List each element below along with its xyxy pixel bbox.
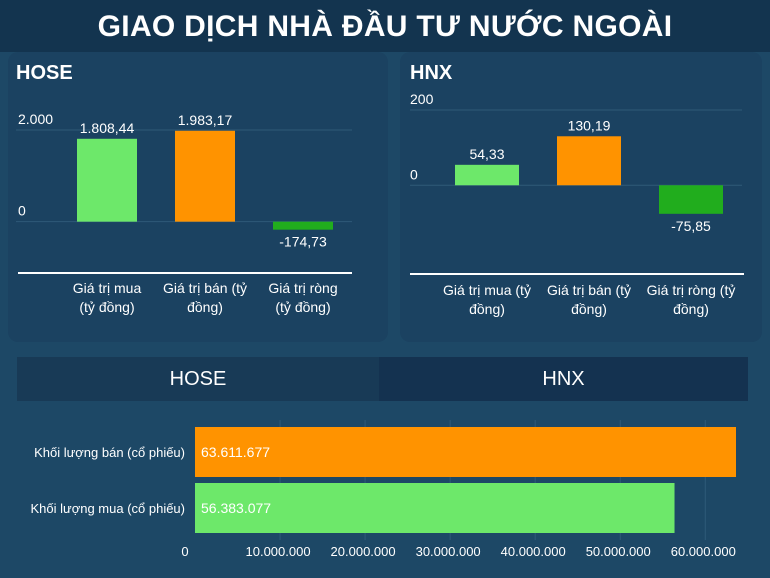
hnx-value-label: 130,19 xyxy=(568,117,611,133)
hnx-category-label: đồng) xyxy=(673,301,709,317)
hnx-category-label: Giá trị mua (tỷ xyxy=(443,282,531,298)
volume-xtick-label: 10.000.000 xyxy=(246,544,311,559)
hose-ytick-label: 2.000 xyxy=(18,111,53,127)
hnx-category-label: đồng) xyxy=(571,301,607,317)
hose-value-label: 1.983,17 xyxy=(178,112,233,128)
hnx-category-label: đồng) xyxy=(469,301,505,317)
volume-category-label: Khối lượng mua (cổ phiếu) xyxy=(30,501,185,516)
hnx-category-label: Giá trị ròng (tỷ xyxy=(647,282,736,298)
page-title: GIAO DỊCH NHÀ ĐẦU TƯ NƯỚC NGOÀI xyxy=(97,10,673,43)
hnx-value-label: -75,85 xyxy=(671,218,711,234)
hose-bar xyxy=(77,138,137,222)
volume-xtick-label: 60.000.000 xyxy=(671,544,736,559)
volume-category-label: Khối lượng bán (cổ phiếu) xyxy=(34,445,185,460)
hose-category-label: (tỷ đồng) xyxy=(79,299,134,315)
hose-category-label: (tỷ đồng) xyxy=(275,299,330,315)
tab-hnx[interactable]: HNX xyxy=(379,357,748,401)
volume-xtick-label: 30.000.000 xyxy=(416,544,481,559)
hnx-bar xyxy=(659,185,723,214)
hnx-value-label: 54,33 xyxy=(469,146,504,162)
hose-bar xyxy=(273,221,333,230)
title-band xyxy=(0,0,770,52)
hose-value-label: -174,73 xyxy=(279,234,327,250)
hose-chart-title: HOSE xyxy=(16,62,73,84)
hnx-ytick-label: 200 xyxy=(410,91,434,107)
exchange-tabs: HOSE HNX xyxy=(17,357,748,401)
volume-xtick-label: 40.000.000 xyxy=(501,544,566,559)
hose-category-label: đồng) xyxy=(187,299,223,315)
volume-xtick-label: 0 xyxy=(181,544,188,559)
hose-category-label: Giá trị mua xyxy=(73,280,142,296)
hnx-bar xyxy=(455,164,519,186)
hnx-chart-title: HNX xyxy=(410,62,453,84)
tab-hose[interactable]: HOSE xyxy=(17,357,379,401)
hose-category-label: Giá trị bán (tỷ xyxy=(163,280,247,296)
volume-value-label: 56.383.077 xyxy=(201,500,271,516)
hose-value-label: 1.808,44 xyxy=(80,120,135,136)
volume-xtick-label: 20.000.000 xyxy=(331,544,396,559)
hose-bar xyxy=(175,130,235,222)
volume-bar xyxy=(195,427,736,477)
hose-ytick-label: 0 xyxy=(18,203,26,219)
hnx-ytick-label: 0 xyxy=(410,166,418,182)
volume-bar xyxy=(195,483,675,533)
hose-category-label: Giá trị ròng xyxy=(268,280,337,296)
volume-value-label: 63.611.677 xyxy=(201,444,270,460)
volume-xtick-label: 50.000.000 xyxy=(586,544,651,559)
hnx-category-label: Giá trị bán (tỷ xyxy=(547,282,631,298)
hnx-bar xyxy=(557,136,621,186)
